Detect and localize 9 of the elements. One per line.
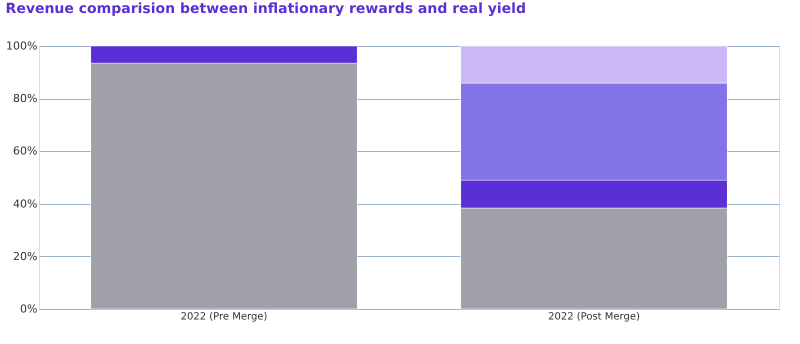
- chart-title: Revenue comparision between inflationary rewards and real yield: [6, 1, 526, 17]
- x-tick-label: 2022 (Post Merge): [548, 312, 640, 322]
- y-tick-label: 60%: [13, 144, 38, 158]
- y-tick-label: 0%: [20, 302, 38, 316]
- y-tick-label: 40%: [13, 197, 38, 210]
- y-tick-label: 80%: [13, 92, 38, 106]
- y-tick-label: 20%: [13, 250, 38, 263]
- y-tick-label: 100%: [6, 40, 38, 52]
- x-tick-label: 2022 (Pre Merge): [180, 312, 268, 322]
